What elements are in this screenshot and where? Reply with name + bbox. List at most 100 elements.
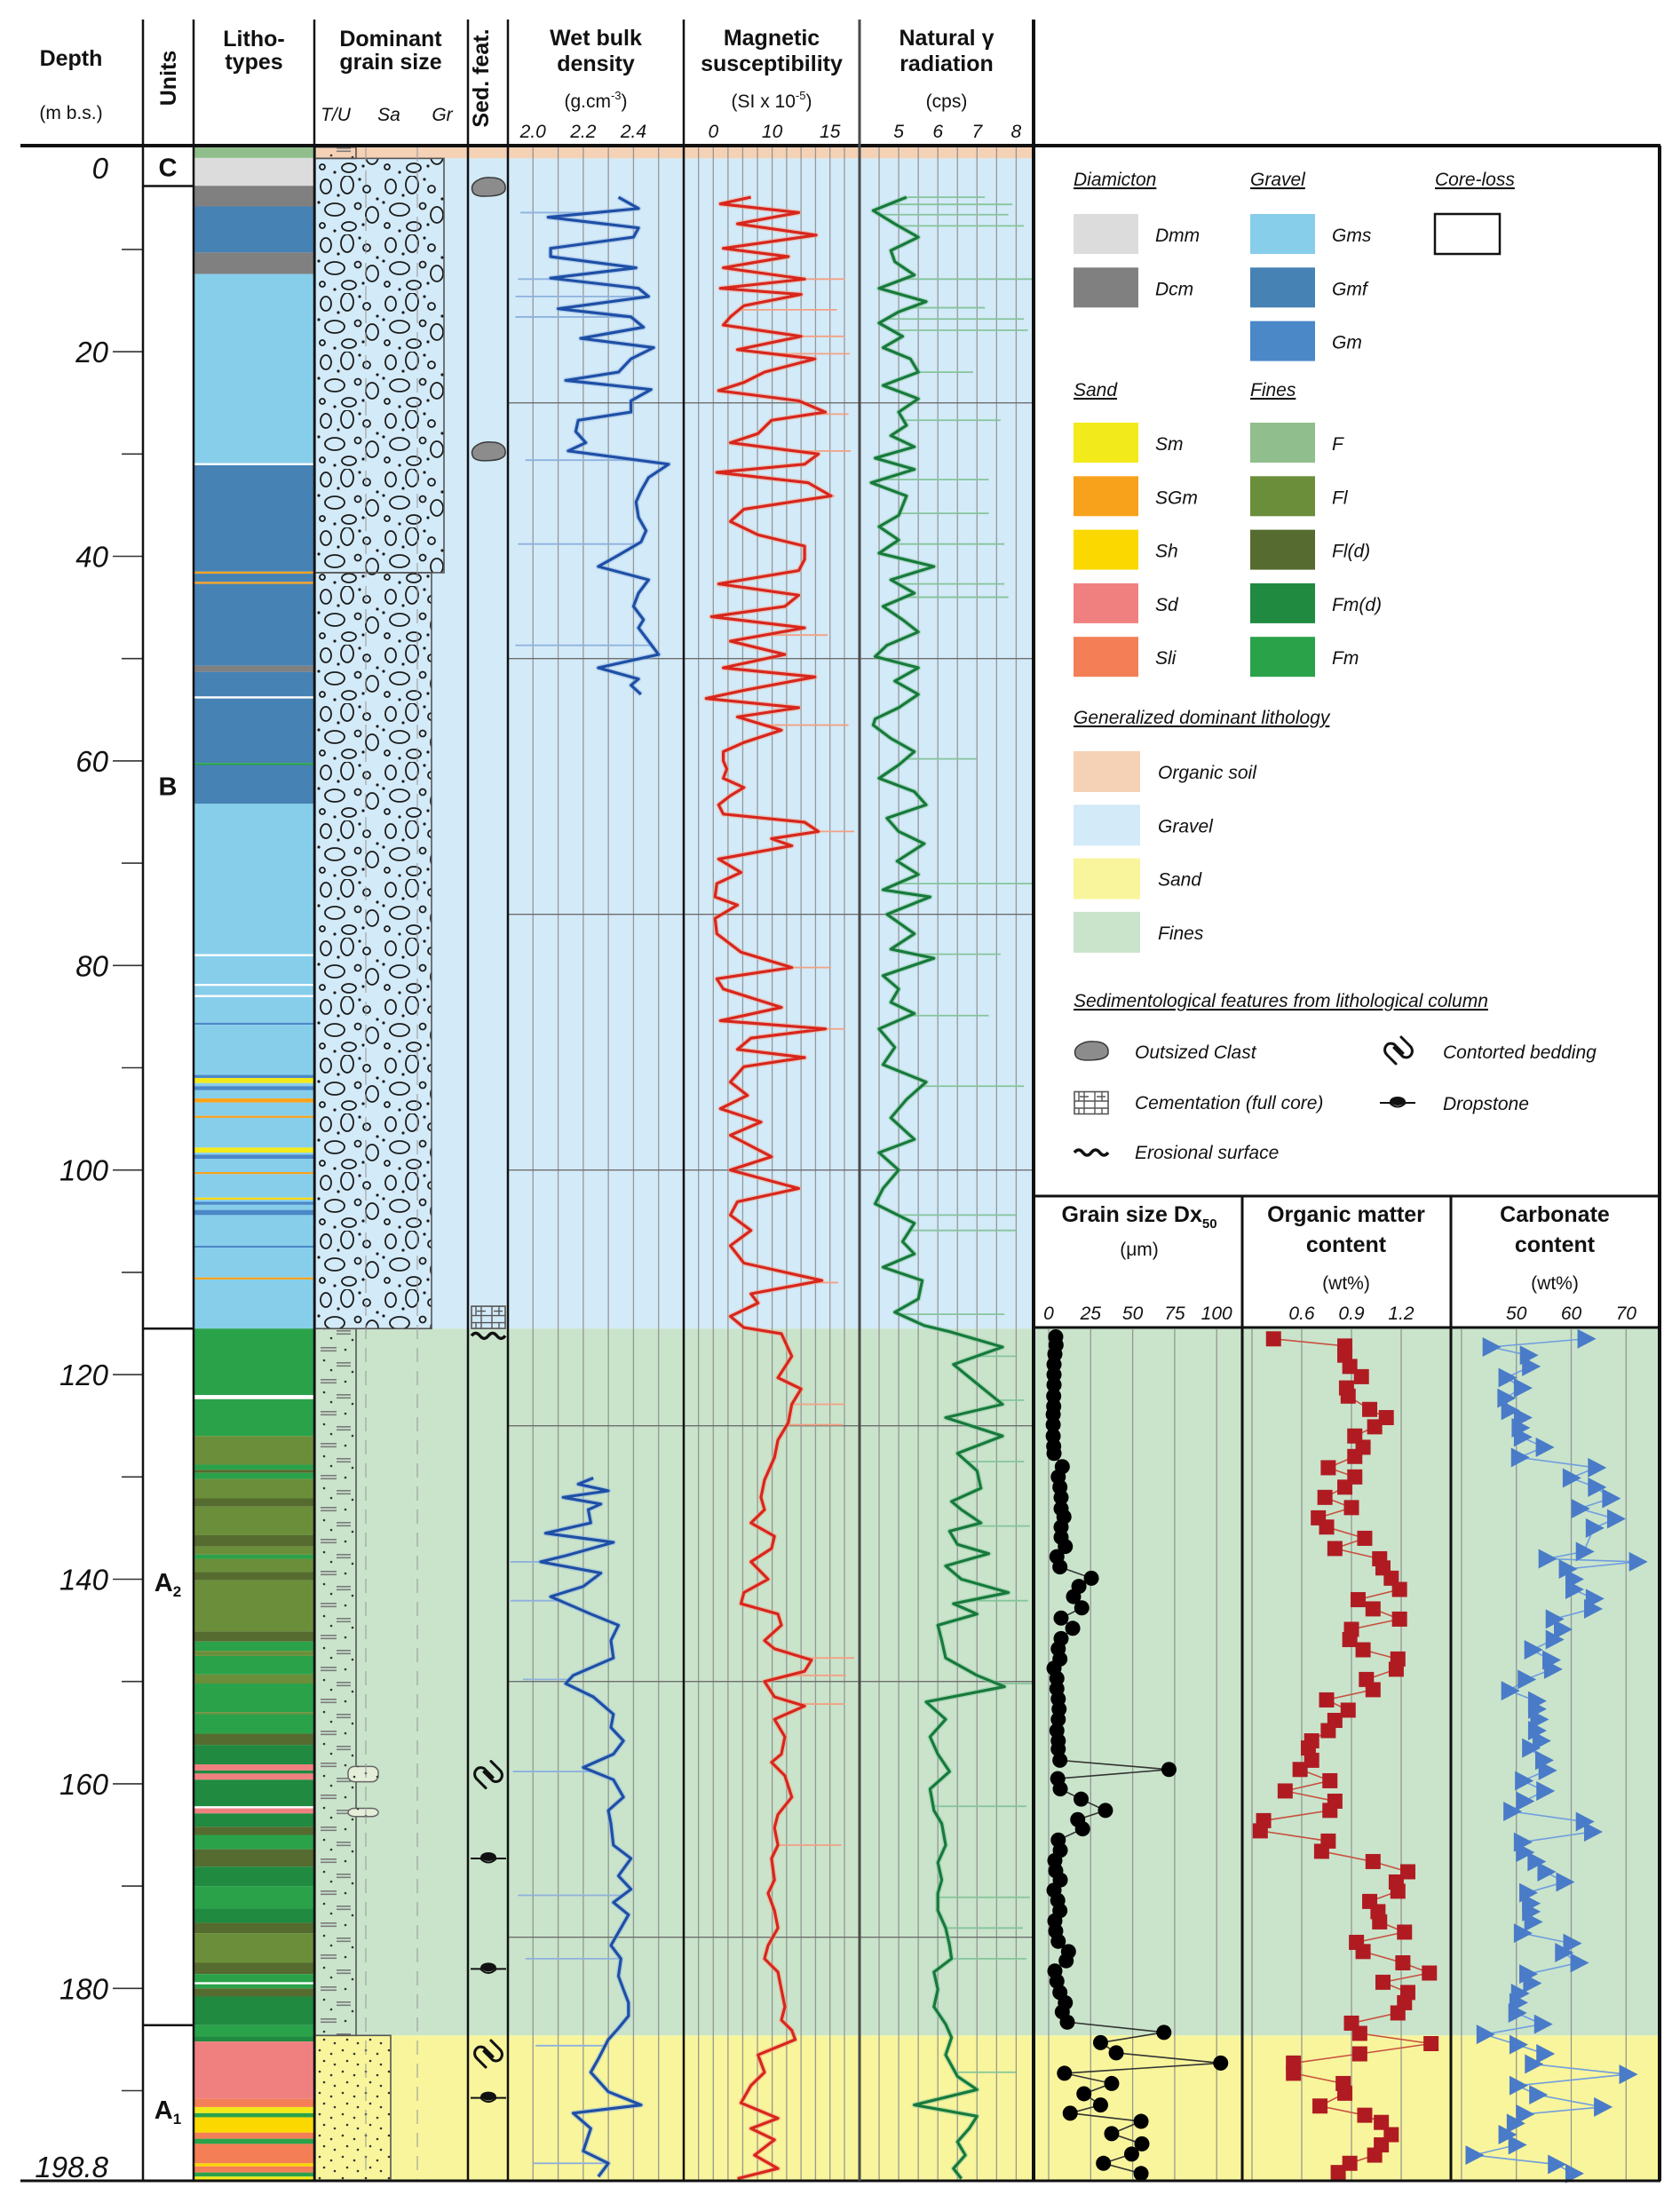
organic-matter-tick-label: 0.9 (1338, 1304, 1365, 1324)
depth-label: 0 (92, 152, 109, 185)
legend-swatch-fl-d (1250, 529, 1315, 570)
lithotype-gmf (194, 765, 313, 804)
legend-group-title: Gravel (1250, 170, 1306, 190)
carbonate-point (1588, 1457, 1607, 1478)
lithotype-fm (194, 1974, 313, 1983)
organic-matter-point (1357, 1530, 1373, 1546)
lithotype-gm (194, 1209, 313, 1216)
lithotype-fm (194, 1684, 313, 1713)
grain-size-dx50-point (1058, 1539, 1074, 1555)
organic-panel-unit: (wt%) (1322, 1273, 1370, 1294)
lithotype-sd (194, 2041, 313, 2099)
depth-label: 40 (75, 541, 108, 574)
organic-matter-point (1391, 1611, 1407, 1627)
lithotype-sgm (194, 582, 313, 584)
zone-organic-soil (315, 147, 1034, 159)
carbonate-point (1533, 2014, 1553, 2034)
carbonate-point (1555, 1942, 1574, 1962)
lithotype-gms (194, 1102, 313, 1116)
legend-label: Sand (1158, 870, 1202, 891)
organic-matter-point (1390, 1883, 1406, 1899)
unit-label: C (159, 155, 178, 183)
lithotype-gms (194, 804, 313, 955)
grain-size-dx50-point (1059, 2014, 1075, 2030)
grain-size-dx50-point (1104, 2126, 1120, 2142)
legend-swatch-gravel (1074, 804, 1140, 846)
carbonate-point (1465, 2145, 1485, 2166)
organic-matter-point (1317, 1489, 1333, 1505)
lithotype-fm (194, 2172, 313, 2177)
carbonate-point (1522, 1738, 1541, 1758)
natural-gamma-plot (868, 194, 1033, 2181)
grain-size-interval-gravel (314, 157, 445, 574)
grain-size-interval-sand (314, 2034, 392, 2182)
grain-size-dx50-point (1053, 1610, 1069, 1626)
carbonate-point (1619, 2064, 1638, 2085)
carbonate-point (1545, 1609, 1565, 1629)
organic-matter-point (1319, 1519, 1335, 1535)
lithotype-dcm (194, 186, 313, 207)
grain-size-dx50-point (1096, 2155, 1112, 2171)
grain-size-dx50-point (1098, 1803, 1113, 1819)
lithotype-sgm (194, 1115, 313, 1118)
carbonate-point (1570, 1953, 1589, 1973)
legend-label: Cementation (full core) (1135, 1093, 1323, 1113)
legend-label: Fl(d) (1332, 542, 1370, 562)
legend-swatch-fm (1250, 637, 1315, 678)
lithotype-fl-d (194, 1631, 313, 1642)
lithotype-sli (194, 2144, 313, 2164)
lithotype-fl-d (194, 1733, 313, 1746)
lithotype-gms (194, 1174, 313, 1198)
grain-size-dx50-plot (1045, 1328, 1229, 2182)
legend-label: Dropstone (1443, 1094, 1529, 1114)
lithotype-loss (194, 696, 313, 699)
carbonate-point (1594, 2096, 1613, 2117)
outsized-clast-icon (471, 177, 506, 197)
organic-matter-point (1347, 1448, 1363, 1464)
grain-size-dx50-point (1050, 1741, 1066, 1757)
lithotype-fm-d (194, 1779, 313, 1807)
unit-superscript: -5 (796, 89, 806, 102)
carbonate-point (1548, 2154, 1567, 2175)
magnetic-header-line2: susceptibility (701, 52, 843, 76)
carbonate-point (1532, 1731, 1551, 1751)
lithotype-sm (194, 2176, 313, 2181)
lithotype-gmf (194, 671, 313, 697)
organic-matter-point (1374, 2114, 1390, 2130)
lithotype-fl (194, 1506, 313, 1535)
grain-size-interval-sand (348, 1766, 378, 1782)
carbonate-point (1606, 1509, 1626, 1529)
organic-matter-point (1375, 1974, 1391, 1990)
lithotype-fm (194, 1714, 313, 1734)
lithotype-sd (194, 1808, 313, 1814)
lithotype-gm (194, 1154, 313, 1160)
lithotype-sd (194, 1773, 313, 1780)
legend-swatch-fm-d (1250, 582, 1315, 623)
legend-label: F (1332, 434, 1344, 455)
organic-matter-point (1378, 1409, 1394, 1425)
units-column: C B A2 A1 (143, 155, 194, 2128)
lithotype-fm (194, 1554, 313, 1559)
carbonate-point (1602, 1488, 1621, 1509)
grain-size-dx50-point (1052, 1781, 1068, 1797)
carbonate-point (1524, 1912, 1543, 1932)
grain-size-dx50-point (1052, 1559, 1068, 1575)
organic-matter-point (1342, 1359, 1358, 1375)
legend-swatch-gms (1250, 214, 1315, 254)
depth-header: Depth (40, 46, 103, 71)
lithotype-fm-d (194, 1996, 313, 2025)
grain-size-dx50-point (1074, 1821, 1090, 1837)
lithotype-gmf (194, 574, 313, 582)
grain-size-dx50-point (1213, 2055, 1229, 2071)
depth-label: 160 (59, 1768, 109, 1801)
grain-size-dx50-point (1046, 1446, 1062, 1462)
lithotype-gmf (194, 464, 313, 572)
carbonate-point (1506, 2113, 1525, 2134)
grain-size-dx50-point (1057, 2065, 1073, 2081)
organic-matter-point (1320, 1460, 1336, 1476)
grain-size-dx50-tick-label: 75 (1164, 1304, 1185, 1324)
axis-tick-labels: 2.0 2.2 2.4 0 10 15 5 6 7 8 0 25 50 75 100 0.6 0.9 1.2 50 6… (519, 122, 1637, 1324)
carbonate-panel-unit: (wt%) (1531, 1273, 1579, 1294)
dropstone-icon (1380, 1097, 1415, 1108)
carbonate-point (1524, 1639, 1543, 1660)
